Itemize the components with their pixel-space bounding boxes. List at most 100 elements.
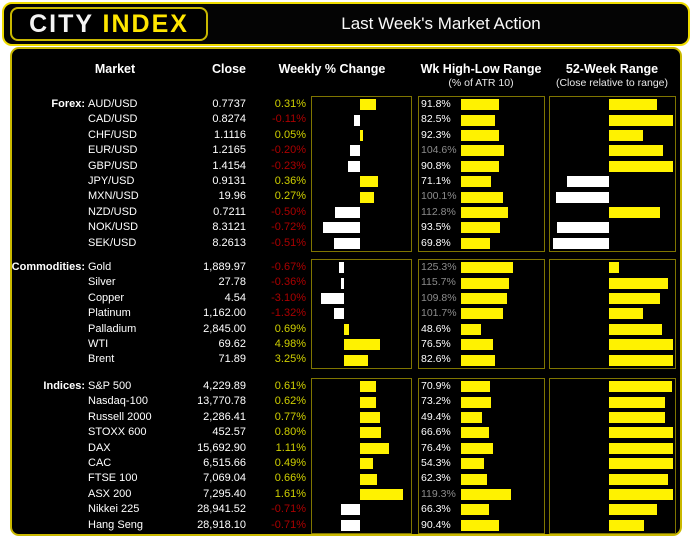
atr-range-bar [461, 473, 487, 485]
atr-pct-cell: 92.3% [421, 128, 451, 141]
atr-range-bar [461, 519, 499, 531]
atr-pct-cell: 66.6% [421, 426, 451, 439]
atr-pct-cell: 115.7% [421, 276, 456, 289]
range52-bar [609, 207, 660, 218]
atr-range-bar [461, 191, 503, 203]
weekly-change-bar [360, 381, 377, 393]
market-cell: NZD/USD [88, 205, 137, 218]
weekly-change-bar [341, 277, 344, 289]
close-cell: 7,069.04 [203, 472, 246, 485]
close-cell: 2,845.00 [203, 322, 246, 335]
weekly-change-bar [360, 412, 381, 423]
weekly-change-bar [349, 145, 360, 157]
close-cell: 7,295.40 [203, 487, 246, 500]
close-cell: 6,515.66 [203, 457, 246, 469]
weekly-pct-cell: 1.11% [275, 441, 306, 454]
range52-bar [609, 458, 674, 470]
weekly-pct-cell: 0.62% [274, 395, 306, 408]
atr-pct-cell: 91.8% [421, 98, 451, 110]
weekly-change-bar [334, 207, 360, 218]
weekly-pct-cell: -0.71% [271, 503, 306, 516]
weekly-pct-cell: -0.23% [271, 159, 306, 172]
weekly-pct-cell: -3.10% [271, 291, 306, 304]
weekly-pct-cell: -0.51% [271, 236, 306, 249]
atr-range-bar [461, 308, 504, 320]
weekly-pct-cell: 0.66% [274, 472, 306, 485]
close-cell: 8.2613 [212, 236, 246, 249]
weekly-change-bar [333, 237, 360, 249]
atr-range-bar [461, 176, 491, 188]
atr-pct-cell: 90.4% [421, 518, 451, 531]
atr-pct-cell: 49.4% [421, 410, 451, 423]
range52-bar [609, 114, 674, 126]
market-cell: EUR/USD [88, 144, 138, 157]
atr-pct-cell: 93.5% [421, 221, 451, 234]
atr-range-bar [461, 237, 490, 249]
weekly-pct-cell: -0.72% [271, 221, 306, 234]
close-cell: 15,692.90 [197, 441, 246, 454]
market-cell: ASX 200 [88, 487, 132, 500]
range52-bar [609, 130, 644, 141]
atr-range-bar [461, 427, 489, 439]
range52-bar [556, 191, 609, 203]
weekly-pct-cell: 0.77% [274, 410, 306, 423]
atr-pct-cell: 76.5% [421, 338, 451, 350]
column-header-close: Close [211, 62, 246, 76]
close-cell: 1,889.97 [203, 261, 246, 273]
atr-pct-cell: 48.6% [421, 322, 451, 335]
weekly-pct-cell: -0.11% [271, 113, 306, 126]
range52-bar [609, 412, 666, 423]
weekly-change-bar [360, 130, 363, 141]
range52-bar [556, 222, 609, 234]
weekly-change-bar [344, 323, 350, 335]
atr-pct-cell: 101.7% [421, 307, 457, 320]
atr-range-bar [461, 222, 500, 234]
range52-bar [609, 354, 674, 366]
weekly-pct-cell: 0.36% [274, 175, 306, 187]
atr-pct-cell: 71.1% [421, 175, 451, 187]
atr-range-bar [461, 207, 508, 218]
weekly-pct-cell: 0.69% [274, 322, 306, 335]
weekly-pct-cell: -0.67% [271, 261, 306, 273]
close-cell: 0.7737 [212, 98, 246, 110]
close-cell: 27.78 [218, 276, 246, 289]
atr-range-bar [461, 130, 500, 141]
range52-bar [609, 396, 666, 408]
section-label: Commodities: [11, 261, 85, 273]
range52-bar [553, 237, 609, 249]
atr-range-bar [461, 114, 496, 126]
weekly-pct-cell: 0.05% [274, 128, 306, 141]
weekly-pct-cell: -0.20% [271, 144, 306, 157]
weekly-change-bar [354, 114, 360, 126]
header-bar: CITY INDEX Last Week's Market Action [2, 2, 690, 46]
range52-bar [609, 293, 660, 304]
market-cell: CHF/USD [88, 128, 137, 141]
atr-pct-cell: 109.8% [421, 291, 457, 304]
atr-pct-cell: 125.3% [421, 261, 457, 273]
atr-range-bar [461, 504, 489, 516]
range52-bar [609, 519, 644, 531]
range52-bar [609, 99, 658, 111]
market-cell: Nikkei 225 [88, 503, 140, 516]
close-cell: 1.4154 [212, 159, 246, 172]
market-cell: CAD/USD [88, 113, 138, 126]
atr-range-bar [461, 354, 496, 366]
market-cell: Brent [88, 353, 115, 366]
weekly-change-bar [344, 339, 381, 351]
weekly-change-chart-frame [311, 259, 412, 369]
weekly-change-bar [360, 442, 390, 454]
range52-bar [609, 262, 619, 274]
market-cell: Nasdaq-100 [88, 395, 148, 408]
column-header-weekly-change: Weekly % Change [278, 62, 386, 76]
close-cell: 28,941.52 [197, 503, 246, 516]
weekly-pct-cell: 1.61% [274, 487, 306, 500]
market-cell: CAC [88, 457, 112, 469]
market-cell: Copper [88, 291, 125, 304]
weekly-change-bar [360, 473, 378, 485]
range52-bar [609, 145, 664, 157]
close-cell: 0.8274 [212, 113, 246, 126]
atr-pct-cell: 66.3% [421, 503, 451, 516]
market-cell: GBP/USD [88, 159, 138, 172]
atr-range-bar [461, 458, 484, 470]
weekly-change-bar [339, 262, 344, 274]
